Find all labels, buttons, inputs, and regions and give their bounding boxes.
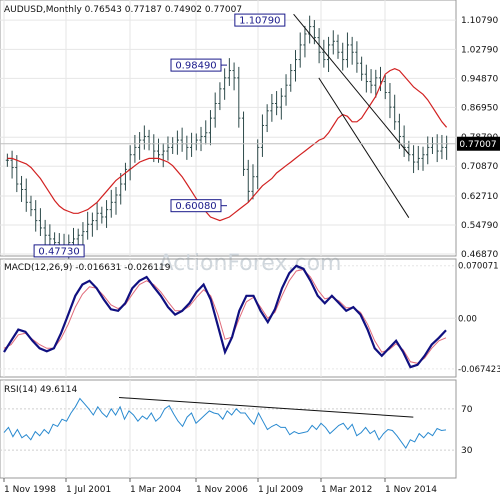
rsi-y-tick: 30: [461, 446, 473, 456]
rsi-line: [3, 397, 447, 450]
price-y-tick: 0.86950: [461, 103, 498, 113]
price-annotation-label: 0.60080: [175, 201, 216, 212]
x-tick-label: 1 Mar 2012: [321, 485, 372, 495]
macd-panel: MACD(12,26,9) -0.016631 -0.026119 0.0700…: [0, 258, 500, 378]
price-trend-lines: [293, 13, 410, 218]
price-annotation-box: [234, 13, 286, 27]
sma-line: [7, 68, 448, 222]
macd-signal-line: [3, 268, 447, 364]
price-annotations: 1.10790 0.98490 0.60080 0.47730: [33, 13, 286, 258]
price-y-tick: 0.62710: [461, 192, 498, 202]
macd-y-tick: 0.00: [458, 314, 477, 324]
price-annotation-box: [33, 244, 85, 258]
rsi-trend-line: [118, 396, 414, 418]
macd-y-tick: 0.070071: [458, 262, 499, 272]
x-axis: 1 Nov 1998 1 Jul 2001 1 Mar 2004 1 Nov 2006…: [3, 478, 437, 495]
x-tick-label: 1 Mar 2004: [130, 485, 182, 495]
rsi-y-axis: 70 30: [461, 405, 473, 456]
rsi-panel-frame: [0, 379, 457, 479]
macd-gridlines: [0, 259, 456, 377]
price-y-tick: 0.54790: [461, 221, 498, 231]
rsi-trend-lines: [118, 396, 414, 418]
price-y-tick: 0.70870: [461, 162, 498, 172]
price-annotation-label: 0.98490: [175, 61, 216, 72]
x-tick-label: 1 Nov 1998: [4, 485, 56, 495]
price-y-tick: 1.10790: [461, 16, 498, 26]
x-tick-label: 1 Nov 2014: [385, 485, 437, 495]
price-panel-frame: [0, 0, 457, 257]
price-panel: ActionForex.com 1.10790 0.98490 0.60080 0.4…: [0, 0, 500, 276]
price-annotation-label: 1.10790: [239, 16, 280, 27]
watermark: ActionForex.com: [159, 251, 342, 276]
price-panel-header: AUDUSD,Monthly 0.76543 0.77187 0.74902 0…: [4, 5, 242, 15]
last-price-tag: 0.77007: [0, 136, 500, 151]
last-price-box: [457, 136, 500, 151]
last-price-label: 0.77007: [459, 140, 496, 150]
rsi-panel-header: RSI(14) 49.6114: [4, 385, 77, 395]
macd-line: [3, 264, 447, 369]
rsi-gridlines: [0, 380, 456, 478]
x-tick-label: 1 Jul 2001: [66, 485, 111, 495]
price-y-tick: 1.02790: [461, 45, 498, 55]
price-trend-line: [293, 13, 410, 155]
price-y-tick: 0.94870: [461, 74, 498, 84]
price-annotation-label: 0.47730: [38, 246, 79, 257]
price-gridlines: [0, 0, 456, 256]
price-y-tick: 0.46870: [461, 250, 498, 260]
x-tick-label: 1 Jul 2009: [258, 485, 303, 495]
macd-y-tick: -0.067423: [458, 365, 500, 375]
macd-panel-header: MACD(12,26,9) -0.016631 -0.026119: [4, 263, 171, 273]
price-trend-line: [318, 77, 410, 218]
rsi-y-tick: 70: [461, 405, 473, 415]
rsi-panel: RSI(14) 49.6114 70 30: [0, 379, 473, 479]
x-tick-label: 1 Nov 2006: [196, 485, 248, 495]
macd-y-axis: 0.070071 0.00 -0.067423: [458, 262, 500, 375]
